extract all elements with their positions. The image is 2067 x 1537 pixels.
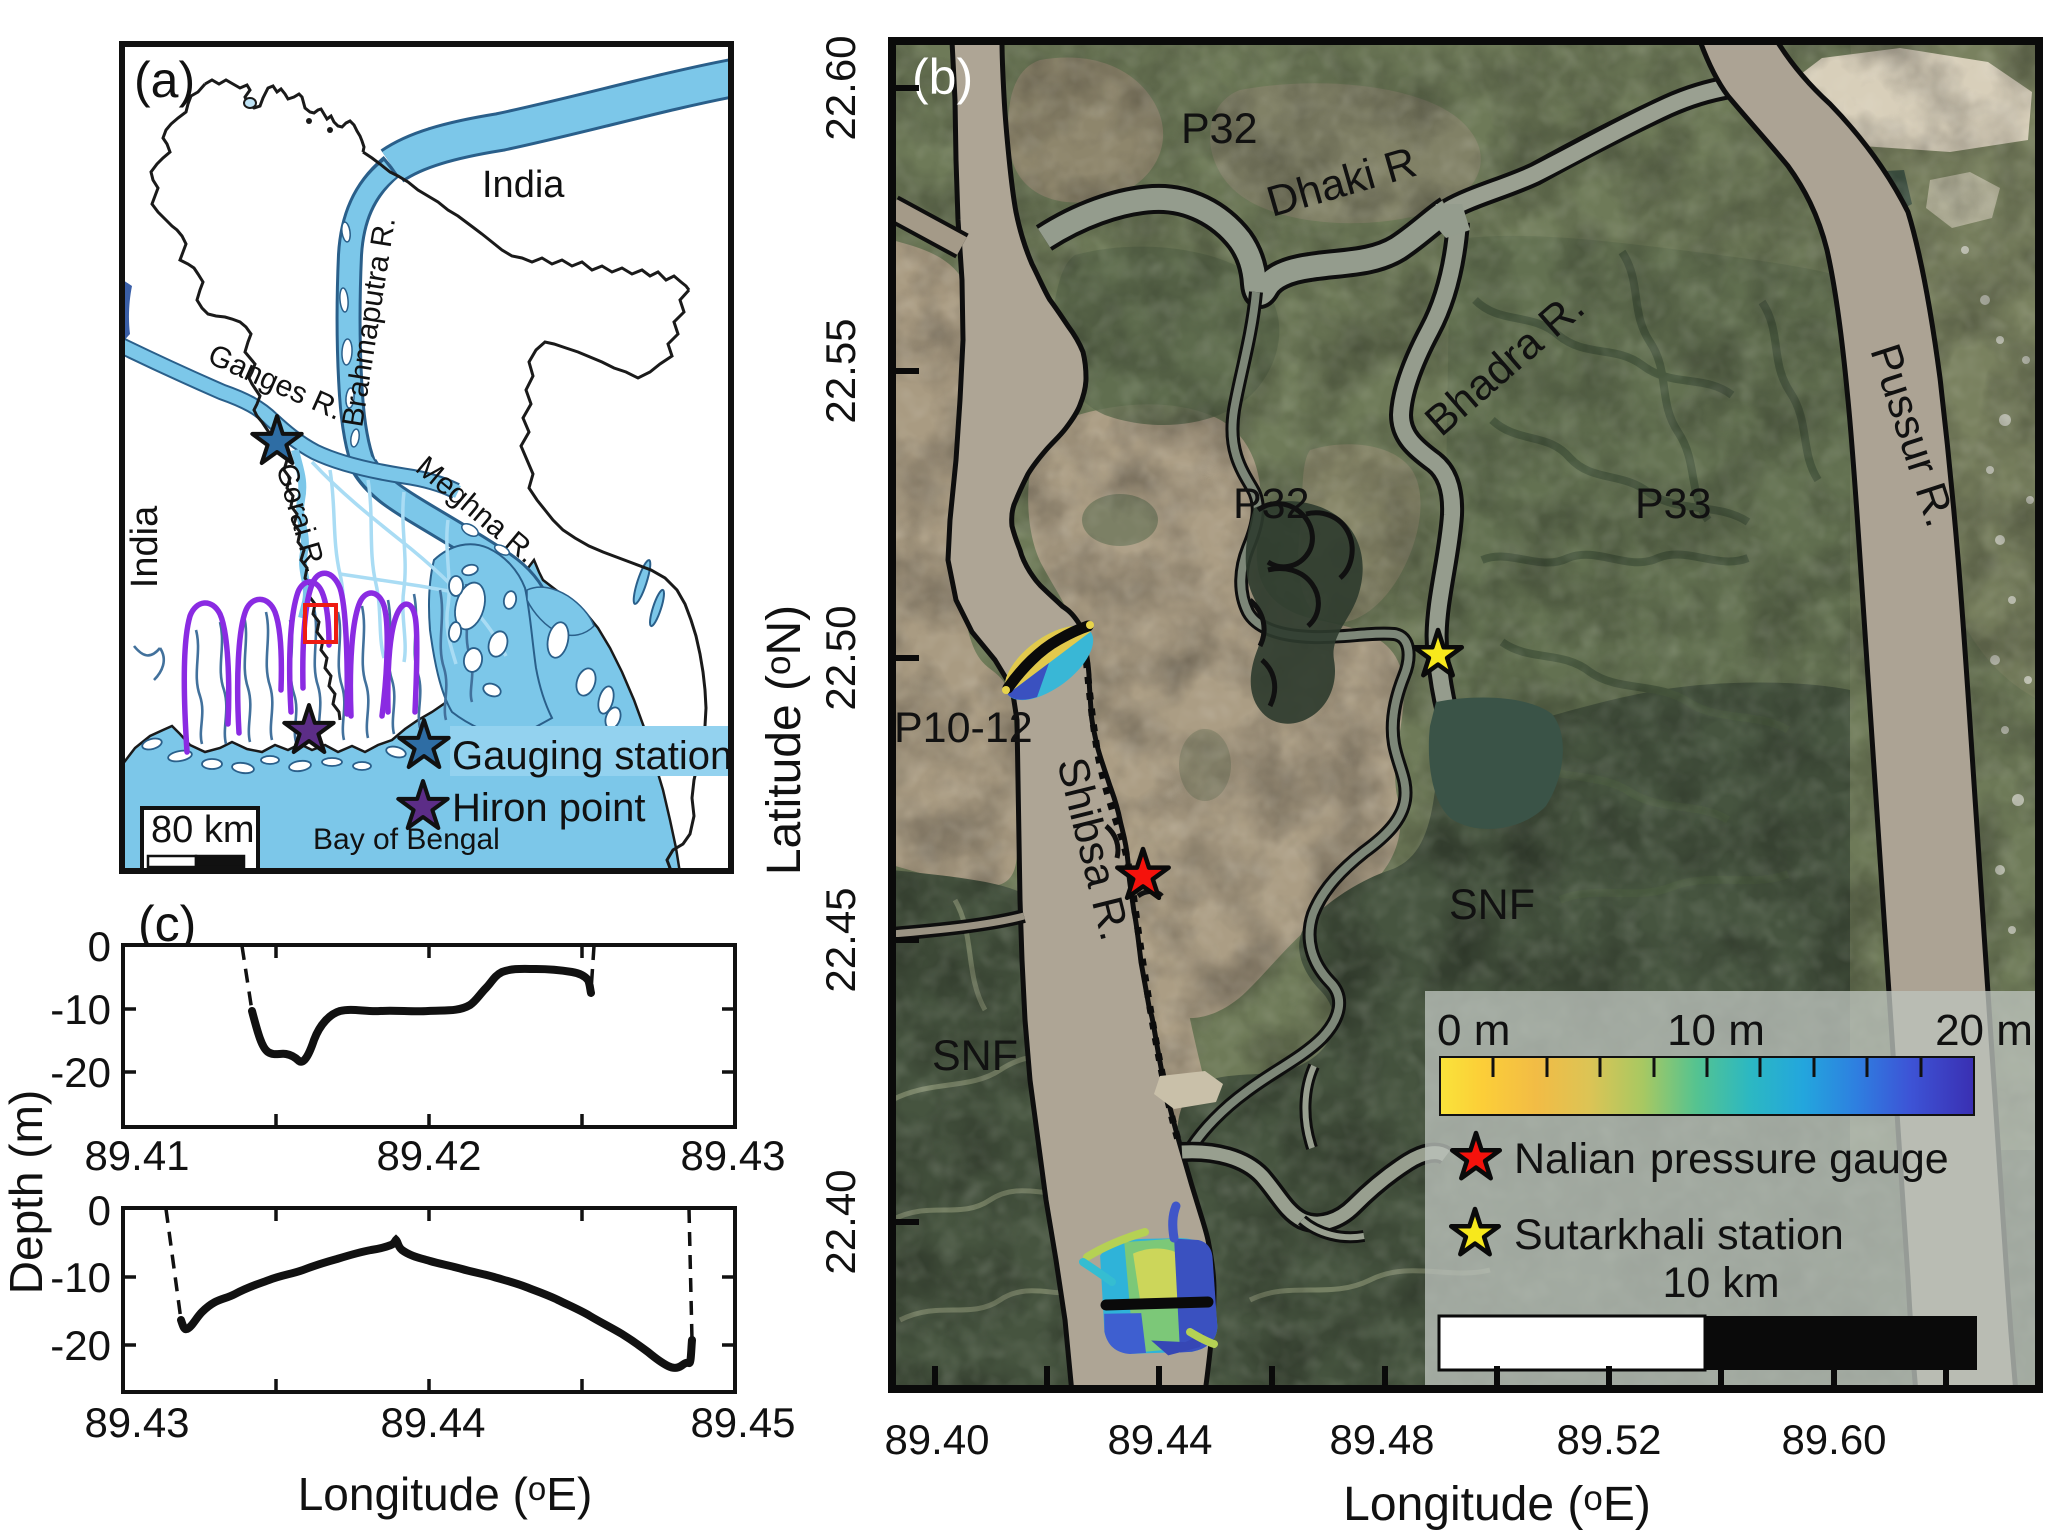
svg-text:89.52: 89.52 [1556,1416,1661,1463]
svg-text:22.55: 22.55 [817,318,864,423]
svg-text:10 m: 10 m [1667,1006,1765,1055]
svg-text:89.44: 89.44 [380,1399,485,1446]
svg-text:(c): (c) [138,896,196,952]
svg-text:10 km: 10 km [1662,1259,1779,1307]
svg-text:89.41: 89.41 [84,1132,189,1179]
svg-text:-10: -10 [50,1254,111,1301]
svg-text:Depth (m): Depth (m) [0,1090,52,1294]
svg-text:89.40: 89.40 [884,1416,989,1463]
svg-text:22.60: 22.60 [817,35,864,140]
svg-text:India: India [124,505,166,588]
svg-text:P32: P32 [1181,105,1258,153]
svg-text:22.40: 22.40 [817,1169,864,1274]
svg-text:SNF: SNF [1449,881,1535,929]
svg-text:P33: P33 [1635,480,1712,528]
svg-text:SNF: SNF [932,1032,1018,1080]
svg-text:89.43: 89.43 [680,1132,785,1179]
svg-text:89.48: 89.48 [1329,1416,1434,1463]
svg-text:Bay of Bengal: Bay of Bengal [313,823,500,856]
svg-text:89.44: 89.44 [1107,1416,1212,1463]
svg-text:Longitude (oE): Longitude (oE) [298,1468,593,1520]
svg-text:80 km: 80 km [151,809,254,851]
svg-text:Longitude (oE): Longitude (oE) [1343,1478,1651,1531]
svg-text:P32: P32 [1233,480,1310,528]
svg-text:(b): (b) [912,49,973,105]
svg-text:0: 0 [88,1187,111,1234]
svg-text:Gauging station: Gauging station [452,734,732,778]
svg-text:-20: -20 [50,1049,111,1096]
svg-text:Latitude (oN): Latitude (oN) [758,605,811,875]
svg-text:India: India [482,164,565,206]
svg-text:0: 0 [88,923,111,970]
svg-text:-10: -10 [50,986,111,1033]
svg-text:89.43: 89.43 [84,1399,189,1446]
svg-text:-20: -20 [50,1322,111,1369]
svg-text:Sutarkhali station: Sutarkhali station [1514,1211,1844,1259]
svg-text:P10-12: P10-12 [894,704,1033,752]
svg-text:89.45: 89.45 [690,1399,795,1446]
svg-text:(a): (a) [134,52,195,108]
svg-text:89.60: 89.60 [1781,1416,1886,1463]
svg-text:0 m: 0 m [1437,1006,1510,1055]
svg-text:Hiron point: Hiron point [452,786,645,830]
svg-text:89.42: 89.42 [376,1132,481,1179]
svg-text:22.50: 22.50 [817,605,864,710]
svg-text:20 m: 20 m [1935,1006,2033,1055]
svg-text:22.45: 22.45 [817,887,864,992]
